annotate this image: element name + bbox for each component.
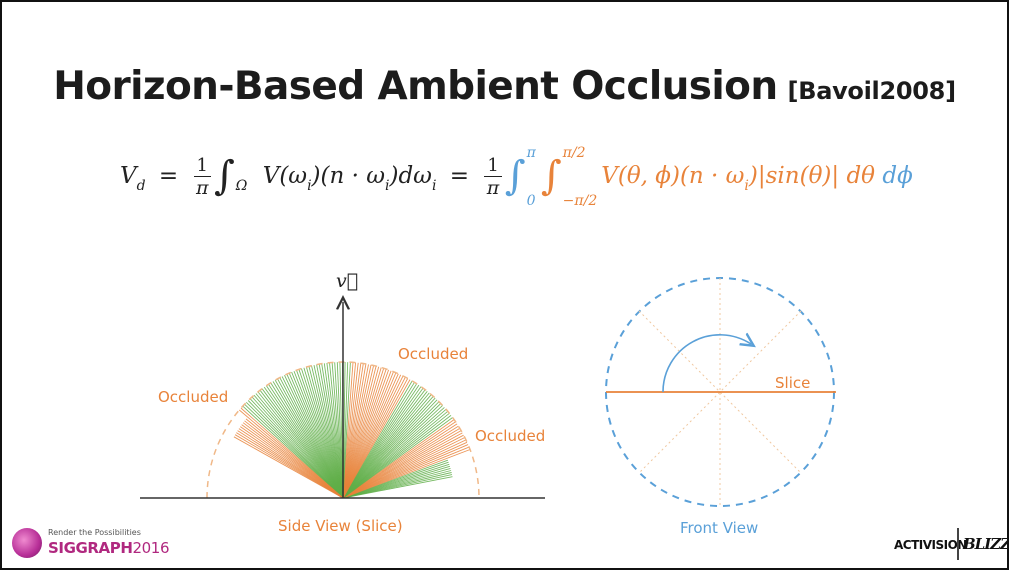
eq-integrand-1b: )(n · ω [311,163,385,189]
outer-limit-lo: 0 [526,193,536,209]
siggraph-year: 2016 [132,539,170,557]
eq-integrand-2a: V(θ, ϕ)(n · ω [601,163,745,189]
slice-label: Slice [775,374,811,392]
logo-separator [957,528,959,560]
eq-integrand-2a-sub: i [744,178,749,194]
eq-integrand-2b: )|sin(θ)| dθ [748,163,876,189]
front-view-caption: Front View [680,519,759,537]
slide-title: Horizon-Based Ambient Occlusion [Bavoil20… [2,64,1007,109]
title-text: Horizon-Based Ambient Occlusion [53,64,778,109]
eq-outer-differential: dϕ [882,163,913,189]
horizon-rays [233,361,471,499]
eq-integrand-1a: V(ω [262,163,308,189]
siggraph-tagline: Render the Possibilities [48,528,141,537]
frac2-num: 1 [484,155,502,177]
siggraph-name: SIGGRAPH [48,539,133,557]
eq-inner-limits: π/2 −π/2 [563,145,598,209]
visible-ray [342,362,351,499]
eq-integrand-1c: )dω [389,163,432,189]
side-view-diagram [140,302,545,499]
occluded-ray [233,436,344,499]
siggraph-logo: Render the Possibilities SIGGRAPH2016 [12,526,172,562]
frac1-den: π [195,176,209,199]
title-citation: [Bavoil2008] [787,77,957,105]
frac1-num: 1 [193,155,211,177]
eq-integrand-1c-sub: i [431,178,437,194]
side-view-caption: Side View (Slice) [278,517,403,535]
rotation-arrow [662,335,751,393]
inner-limit-lo: −π/2 [562,193,598,209]
eq-integrand-1b-sub: i [385,178,390,194]
eq-outer-integral: ∫ [504,153,526,199]
front-dotted-line-diag2 [638,310,802,474]
front-dotted-line-diag1 [638,310,802,474]
front-view-diagram [605,277,836,507]
frac2-den: π [486,176,500,199]
occluded-label-right: Occluded [475,427,546,445]
eq-integral-1: ∫ [213,153,235,199]
eq-equals-1: = [158,163,179,189]
eq-lhs-sub: d [136,178,146,194]
siggraph-wordmark: SIGGRAPH2016 [48,539,169,557]
view-vector-label: v⃗ [336,270,359,292]
eq-equals-2: = [449,163,470,189]
inner-limit-hi: π/2 [562,145,586,161]
siggraph-mark-icon [12,528,42,558]
eq-integral-1-domain: Ω [235,178,248,194]
eq-lhs: V [120,163,137,189]
eq-integrand-1a-sub: i [307,178,312,194]
occluded-label-top: Occluded [398,345,469,363]
occluded-label-left: Occluded [158,388,229,406]
outer-limit-hi: π [526,145,536,161]
activision-logo: ACTIVISION [894,538,967,552]
blizzard-logo: BLIZZARD [963,535,1007,553]
eq-inner-integral: ∫ [540,153,562,199]
hbao-equation: Vd = 1 π ∫Ω V(ωi)(n · ωi)dωi = 1 π ∫ π 0 ∫ π/2 −π… [120,145,913,209]
